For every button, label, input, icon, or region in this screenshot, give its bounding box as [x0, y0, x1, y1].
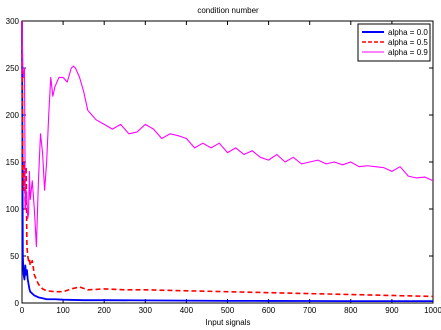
x-axis-title: Input signals [206, 318, 251, 327]
x-tick-label: 600 [262, 306, 276, 315]
x-tick-label: 0 [20, 306, 25, 315]
x-tick-label: 200 [98, 306, 112, 315]
x-tick-label: 800 [344, 306, 358, 315]
x-tick-label: 500 [221, 306, 235, 315]
y-tick-label: 150 [6, 158, 20, 167]
x-tick-label: 100 [56, 306, 70, 315]
chart-title: condition number [197, 6, 259, 15]
legend-label: alpha = 0.9 [388, 48, 428, 57]
legend-label: alpha = 0.5 [388, 38, 428, 47]
y-tick-label: 250 [6, 64, 20, 73]
y-tick-label: 0 [15, 299, 20, 308]
y-tick-label: 50 [10, 252, 19, 261]
y-tick-label: 200 [6, 111, 20, 120]
plot-area [22, 21, 433, 303]
y-tick-label: 300 [6, 17, 20, 26]
x-tick-label: 900 [385, 306, 399, 315]
y-tick-label: 100 [6, 205, 20, 214]
legend-label: alpha = 0.0 [388, 28, 428, 37]
x-tick-label: 400 [180, 306, 194, 315]
x-tick-label: 1000 [424, 306, 441, 315]
x-tick-label: 300 [139, 306, 153, 315]
x-tick-label: 700 [303, 306, 317, 315]
